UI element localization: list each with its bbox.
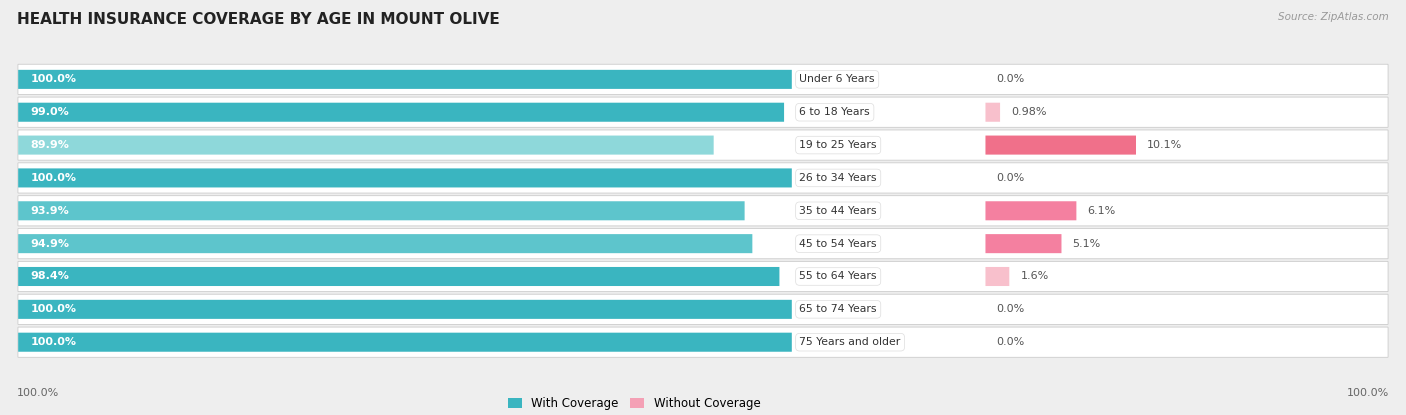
Text: 99.0%: 99.0%: [31, 107, 69, 117]
Text: 98.4%: 98.4%: [31, 271, 69, 281]
FancyBboxPatch shape: [986, 234, 1062, 253]
Text: 6 to 18 Years: 6 to 18 Years: [800, 107, 870, 117]
FancyBboxPatch shape: [18, 168, 792, 188]
Text: 10.1%: 10.1%: [1147, 140, 1182, 150]
FancyBboxPatch shape: [18, 163, 1388, 193]
Text: 6.1%: 6.1%: [1087, 206, 1115, 216]
FancyBboxPatch shape: [18, 64, 1388, 95]
Text: Source: ZipAtlas.com: Source: ZipAtlas.com: [1278, 12, 1389, 22]
Text: 1.6%: 1.6%: [1021, 271, 1049, 281]
FancyBboxPatch shape: [18, 261, 1388, 292]
FancyBboxPatch shape: [986, 267, 1010, 286]
FancyBboxPatch shape: [986, 201, 1077, 220]
FancyBboxPatch shape: [986, 103, 1000, 122]
Text: 100.0%: 100.0%: [1347, 388, 1389, 398]
FancyBboxPatch shape: [18, 267, 779, 286]
Text: 45 to 54 Years: 45 to 54 Years: [800, 239, 877, 249]
Text: 89.9%: 89.9%: [31, 140, 69, 150]
FancyBboxPatch shape: [18, 300, 792, 319]
FancyBboxPatch shape: [18, 327, 1388, 357]
Text: Under 6 Years: Under 6 Years: [800, 74, 875, 84]
FancyBboxPatch shape: [18, 294, 1388, 325]
FancyBboxPatch shape: [18, 333, 792, 352]
FancyBboxPatch shape: [18, 195, 1388, 226]
Text: 35 to 44 Years: 35 to 44 Years: [800, 206, 877, 216]
Text: 65 to 74 Years: 65 to 74 Years: [800, 304, 877, 314]
FancyBboxPatch shape: [18, 234, 752, 253]
Text: 5.1%: 5.1%: [1073, 239, 1101, 249]
Text: 100.0%: 100.0%: [31, 74, 76, 84]
Text: HEALTH INSURANCE COVERAGE BY AGE IN MOUNT OLIVE: HEALTH INSURANCE COVERAGE BY AGE IN MOUN…: [17, 12, 499, 27]
Text: 100.0%: 100.0%: [31, 304, 76, 314]
FancyBboxPatch shape: [18, 70, 792, 89]
Text: 19 to 25 Years: 19 to 25 Years: [800, 140, 877, 150]
Text: 100.0%: 100.0%: [31, 337, 76, 347]
Text: 0.98%: 0.98%: [1011, 107, 1046, 117]
Text: 26 to 34 Years: 26 to 34 Years: [800, 173, 877, 183]
FancyBboxPatch shape: [986, 136, 1136, 155]
Text: 0.0%: 0.0%: [997, 304, 1025, 314]
Text: 100.0%: 100.0%: [31, 173, 76, 183]
Text: 0.0%: 0.0%: [997, 337, 1025, 347]
Text: 55 to 64 Years: 55 to 64 Years: [800, 271, 877, 281]
Text: 100.0%: 100.0%: [17, 388, 59, 398]
Text: 0.0%: 0.0%: [997, 74, 1025, 84]
FancyBboxPatch shape: [18, 136, 714, 155]
Text: 93.9%: 93.9%: [31, 206, 69, 216]
FancyBboxPatch shape: [18, 130, 1388, 160]
FancyBboxPatch shape: [18, 201, 745, 220]
FancyBboxPatch shape: [18, 103, 785, 122]
Legend: With Coverage, Without Coverage: With Coverage, Without Coverage: [508, 397, 761, 410]
Text: 75 Years and older: 75 Years and older: [800, 337, 901, 347]
FancyBboxPatch shape: [18, 229, 1388, 259]
FancyBboxPatch shape: [18, 97, 1388, 127]
Text: 0.0%: 0.0%: [997, 173, 1025, 183]
Text: 94.9%: 94.9%: [31, 239, 69, 249]
